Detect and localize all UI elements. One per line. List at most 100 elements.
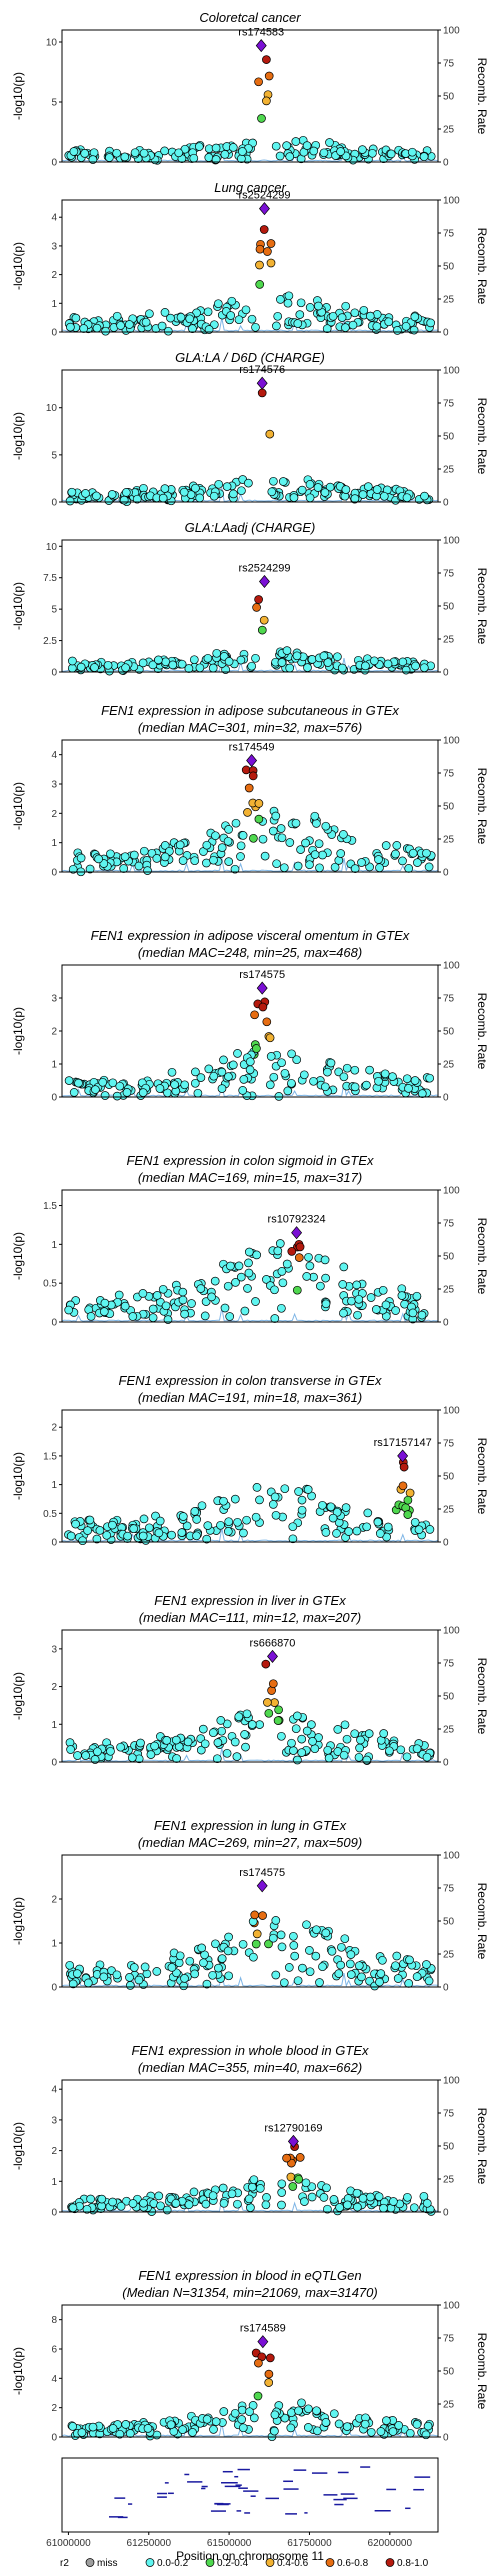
y2-tick-label: 100 xyxy=(443,1851,460,1862)
y2-axis-label: Recomb. Rate xyxy=(475,1883,489,1960)
snp-point xyxy=(120,852,130,862)
snp-point xyxy=(228,143,238,152)
snp-point xyxy=(114,1290,124,1300)
snp-point xyxy=(291,1724,301,1734)
x-tick-label: 61500000 xyxy=(207,2538,252,2549)
y2-tick-label: 100 xyxy=(443,736,460,747)
snp-point xyxy=(175,1951,185,1961)
snp-point xyxy=(150,1741,159,1751)
panel-title: FEN1 expression in colon transverse in G… xyxy=(119,1373,382,1388)
snp-point xyxy=(249,1952,258,1962)
snp-point xyxy=(311,1951,321,1961)
snp-point xyxy=(309,1076,318,1086)
lead-snp-marker xyxy=(259,202,270,216)
snp-point xyxy=(255,2184,265,2193)
snp-point xyxy=(422,2198,432,2208)
snp-point xyxy=(328,311,338,321)
snp-point xyxy=(358,490,368,499)
snp-point xyxy=(425,1525,435,1534)
snp-point xyxy=(190,1507,200,1516)
y-tick-label: 1 xyxy=(51,299,57,310)
lead-snp-marker xyxy=(397,1449,409,1463)
y2-tick-label: 0 xyxy=(443,2433,449,2444)
snp-point xyxy=(305,493,315,503)
snp-point xyxy=(376,1969,386,1978)
snp-point xyxy=(372,485,382,494)
panel-title: Lung cancer xyxy=(214,180,286,195)
snp-point xyxy=(391,1961,400,1971)
lead-snp-marker xyxy=(287,2134,299,2148)
snp-point xyxy=(301,2178,311,2188)
snp-point xyxy=(366,1293,376,1302)
snp-point xyxy=(350,864,360,873)
snp-point xyxy=(254,77,263,87)
y-tick-label: 3 xyxy=(51,780,57,791)
snp-point xyxy=(134,1975,144,1985)
snp-point xyxy=(312,819,321,828)
panel-10: FEN1 expression in lung in GTEx (median M… xyxy=(11,1818,489,1994)
y-tick-label: 2 xyxy=(51,270,57,281)
snp-point xyxy=(249,833,258,843)
snp-point xyxy=(100,1091,110,1100)
snp-point xyxy=(408,1308,418,1318)
x-tick-label: 62000000 xyxy=(368,2538,413,2549)
snp-point xyxy=(66,1745,75,1754)
lead-snp-marker xyxy=(246,753,258,768)
y2-tick-label: 50 xyxy=(443,92,455,103)
y2-tick-label: 75 xyxy=(443,1219,455,1230)
snp-point xyxy=(425,1073,435,1083)
snp-point xyxy=(238,147,247,156)
y2-tick-label: 75 xyxy=(443,769,455,780)
snp-point xyxy=(259,615,269,625)
snp-point xyxy=(245,2407,254,2417)
snp-point xyxy=(213,299,223,309)
snp-point xyxy=(277,1058,286,1068)
snp-point xyxy=(152,854,162,863)
snp-point xyxy=(85,864,95,874)
snp-point xyxy=(64,1076,74,1085)
panel-title: FEN1 expression in colon sigmoid in GTEx xyxy=(126,1153,374,1168)
snp-point xyxy=(297,1495,307,1505)
snp-point xyxy=(255,1720,264,1729)
snp-point xyxy=(255,1495,264,1505)
snp-point xyxy=(180,1309,189,1319)
snp-point xyxy=(189,2187,199,2197)
snp-point xyxy=(255,244,265,254)
snp-point xyxy=(203,1521,213,1530)
snp-point xyxy=(218,2183,228,2193)
snp-point xyxy=(347,1296,356,1306)
snp-point xyxy=(121,2420,131,2429)
snp-point xyxy=(323,1067,332,1077)
panel-title: FEN1 expression in blood in eQTLGen xyxy=(138,2268,361,2283)
snp-point xyxy=(129,1524,139,1534)
snp-point xyxy=(334,2419,344,2429)
snp-point xyxy=(244,1247,254,1257)
snp-point xyxy=(268,1500,278,1509)
snp-point xyxy=(257,388,267,398)
snp-point xyxy=(81,1751,90,1760)
snp-point xyxy=(179,487,189,497)
snp-point xyxy=(277,1267,287,1276)
snp-point xyxy=(136,1738,145,1748)
snp-point xyxy=(295,1242,305,1252)
snp-point xyxy=(294,2406,303,2416)
snp-point xyxy=(211,2417,221,2426)
snp-point xyxy=(91,1085,100,1094)
snp-point xyxy=(280,1484,290,1494)
y2-tick-label: 0 xyxy=(443,868,449,879)
snp-point xyxy=(230,1737,240,1747)
legend: r2 miss 0.0-0.2 0.2-0.4 0.4-0.6 0.6-0.8 0.8-1.… xyxy=(60,2558,429,2569)
snp-point xyxy=(223,836,233,846)
snp-point xyxy=(358,2193,368,2203)
panel-title: Coloretcal cancer xyxy=(199,10,301,25)
snp-point xyxy=(101,326,110,336)
snp-point xyxy=(138,1531,148,1541)
snp-point xyxy=(409,2203,419,2213)
snp-point xyxy=(236,852,245,861)
snp-point xyxy=(67,663,77,673)
snp-point xyxy=(219,1055,228,1065)
y2-tick-label: 50 xyxy=(443,2142,455,2153)
snp-point xyxy=(234,1712,244,1722)
recomb-rate-line xyxy=(61,1308,439,1322)
snp-point xyxy=(287,1247,297,1256)
